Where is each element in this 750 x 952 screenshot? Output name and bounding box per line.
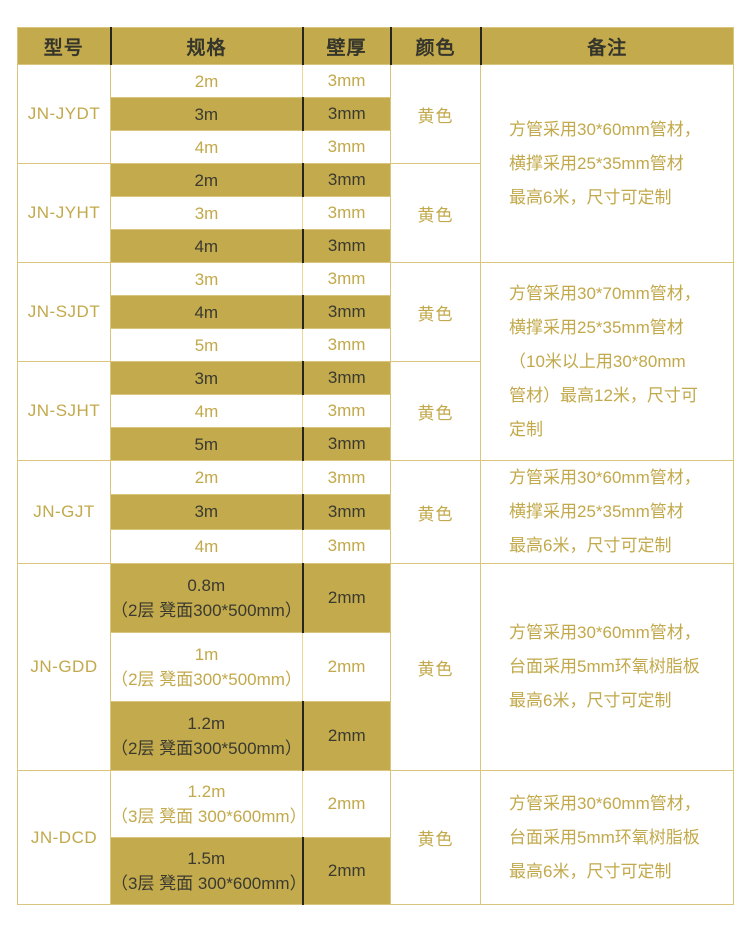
wall-thickness-cell: 3mm	[302, 229, 391, 263]
table-row: 4m 3mm	[18, 528, 734, 565]
wall-thickness-cell: 3mm	[302, 262, 391, 296]
wall-thickness-cell: 3mm	[302, 494, 391, 530]
wall-thickness-cell: 3mm	[302, 64, 391, 98]
remark-cell: 方管采用30*60mm管材， 台面采用5mm环氧树脂板 最高6米，尺寸可定制	[480, 770, 734, 905]
table-row: 4m 3mm	[18, 394, 734, 428]
table-row: 4m 3mm	[18, 229, 734, 263]
table-header: 型号 规格 壁厚 颜色 备注	[17, 27, 734, 65]
spec-cell: 0.8m （2层 凳面300*500mm）	[110, 563, 304, 633]
wall-thickness-cell: 3mm	[302, 163, 391, 197]
spec-cell: 3m	[110, 97, 304, 131]
color-cell: 黄色	[390, 64, 481, 164]
spec-cell: 3m	[110, 361, 304, 395]
table-body: JN-JYDT 2m 3mm 黄色 方管采用30*60mm管材， 横撑采用25*…	[17, 64, 734, 905]
wall-thickness-cell: 3mm	[302, 394, 391, 428]
table-row: JN-JYHT 2m 3mm 黄色	[17, 163, 734, 263]
wall-thickness-cell: 2mm	[302, 563, 391, 633]
spec-cell: 4m	[110, 295, 304, 329]
model-cell: JN-SJDT	[17, 262, 111, 362]
wall-thickness-cell: 3mm	[302, 97, 391, 131]
spec-cell: 1m （2层 凳面300*500mm）	[110, 632, 303, 702]
header-cell-spec: 规格	[109, 27, 303, 65]
table-row: JN-SJDT 3m 3mm 黄色 方管采用30*70mm管材， 横撑采用25*…	[17, 262, 734, 461]
table-row: 5m 3mm	[18, 328, 734, 362]
wall-thickness-cell: 2mm	[302, 701, 391, 771]
spec-cell: 2m	[110, 64, 303, 98]
spec-cell: 2m	[110, 163, 304, 197]
spec-cell: 3m	[110, 494, 304, 530]
spec-cell: 3m	[110, 196, 303, 230]
color-cell: 黄色	[390, 361, 481, 461]
spec-cell: 4m	[110, 130, 303, 164]
color-cell: 黄色	[390, 460, 481, 564]
model-cell: JN-GJT	[17, 460, 111, 564]
table-row: 4m 3mm	[18, 295, 734, 329]
wall-thickness-cell: 3mm	[302, 295, 391, 329]
color-cell: 黄色	[390, 563, 481, 771]
table-row: 1.2m （2层 凳面300*500mm） 2mm	[18, 701, 734, 771]
header-cell-color: 颜色	[389, 27, 481, 65]
color-cell: 黄色	[390, 262, 481, 362]
spec-table-wrapper: 型号 规格 壁厚 颜色 备注 JN-JYDT 2m 3mm 黄色 方管采用30*…	[17, 27, 734, 905]
wall-thickness-cell: 3mm	[302, 328, 391, 362]
header-cell-remark: 备注	[479, 27, 734, 65]
spec-cell: 1.2m （2层 凳面300*500mm）	[110, 701, 304, 771]
table-row: 3m 3mm	[18, 97, 734, 131]
remark-cell: 方管采用30*60mm管材， 横撑采用25*35mm管材 最高6米，尺寸可定制	[480, 460, 734, 564]
header-cell-wall-thickness: 壁厚	[301, 27, 391, 65]
model-cell: JN-GDD	[17, 563, 111, 771]
table-row: JN-SJHT 3m 3mm 黄色	[17, 361, 734, 461]
table-row: 5m 3mm	[18, 427, 734, 461]
product-spec-table: 型号 规格 壁厚 颜色 备注 JN-JYDT 2m 3mm 黄色 方管采用30*…	[17, 27, 734, 905]
table-row: JN-JYDT 2m 3mm 黄色 方管采用30*60mm管材， 横撑采用25*…	[17, 64, 734, 263]
table-row: JN-GJT 2m 3mm 黄色 方管采用30*60mm管材， 横撑采用25*3…	[17, 459, 734, 564]
wall-thickness-cell: 3mm	[302, 361, 391, 395]
table-row: JN-DCD 1.2m （3层 凳面 300*600mm） 2mm 黄色 方管采…	[17, 770, 734, 905]
color-cell: 黄色	[390, 770, 481, 905]
spec-cell: 4m	[110, 394, 303, 428]
spec-cell: 1.2m （3层 凳面 300*600mm）	[110, 770, 303, 838]
table-row: JN-GDD 0.8m （2层 凳面300*500mm） 2mm 黄色 方管采用…	[17, 563, 734, 771]
wall-thickness-cell: 3mm	[302, 528, 391, 565]
spec-cell: 5m	[110, 328, 303, 362]
table-row: 3m 3mm	[18, 196, 734, 230]
wall-thickness-cell: 3mm	[302, 459, 391, 496]
model-cell: JN-SJHT	[17, 361, 111, 461]
spec-cell: 2m	[110, 459, 303, 496]
wall-thickness-cell: 2mm	[302, 632, 391, 702]
spec-cell: 3m	[110, 262, 303, 296]
remark-cell: 方管采用30*60mm管材， 横撑采用25*35mm管材 最高6米，尺寸可定制	[480, 64, 734, 263]
color-cell: 黄色	[390, 163, 481, 263]
spec-cell: 5m	[110, 427, 304, 461]
spec-cell: 4m	[110, 229, 304, 263]
wall-thickness-cell: 2mm	[302, 770, 391, 838]
table-row: 1.5m （3层 凳面 300*600mm） 2mm	[18, 837, 734, 905]
model-cell: JN-DCD	[17, 770, 111, 905]
wall-thickness-cell: 2mm	[302, 837, 391, 905]
table-row: 1m （2层 凳面300*500mm） 2mm	[18, 632, 734, 702]
spec-cell: 1.5m （3层 凳面 300*600mm）	[110, 837, 304, 905]
model-cell: JN-JYDT	[17, 64, 111, 164]
wall-thickness-cell: 3mm	[302, 130, 391, 164]
spec-cell: 4m	[110, 528, 303, 565]
wall-thickness-cell: 3mm	[302, 427, 391, 461]
remark-cell: 方管采用30*70mm管材， 横撑采用25*35mm管材 （10米以上用30*8…	[480, 262, 734, 461]
table-row: 3m 3mm	[18, 494, 734, 530]
remark-cell: 方管采用30*60mm管材， 台面采用5mm环氧树脂板 最高6米，尺寸可定制	[480, 563, 734, 771]
wall-thickness-cell: 3mm	[302, 196, 391, 230]
model-cell: JN-JYHT	[17, 163, 111, 263]
header-cell-model: 型号	[17, 27, 111, 65]
header-row: 型号 规格 壁厚 颜色 备注	[17, 27, 734, 65]
